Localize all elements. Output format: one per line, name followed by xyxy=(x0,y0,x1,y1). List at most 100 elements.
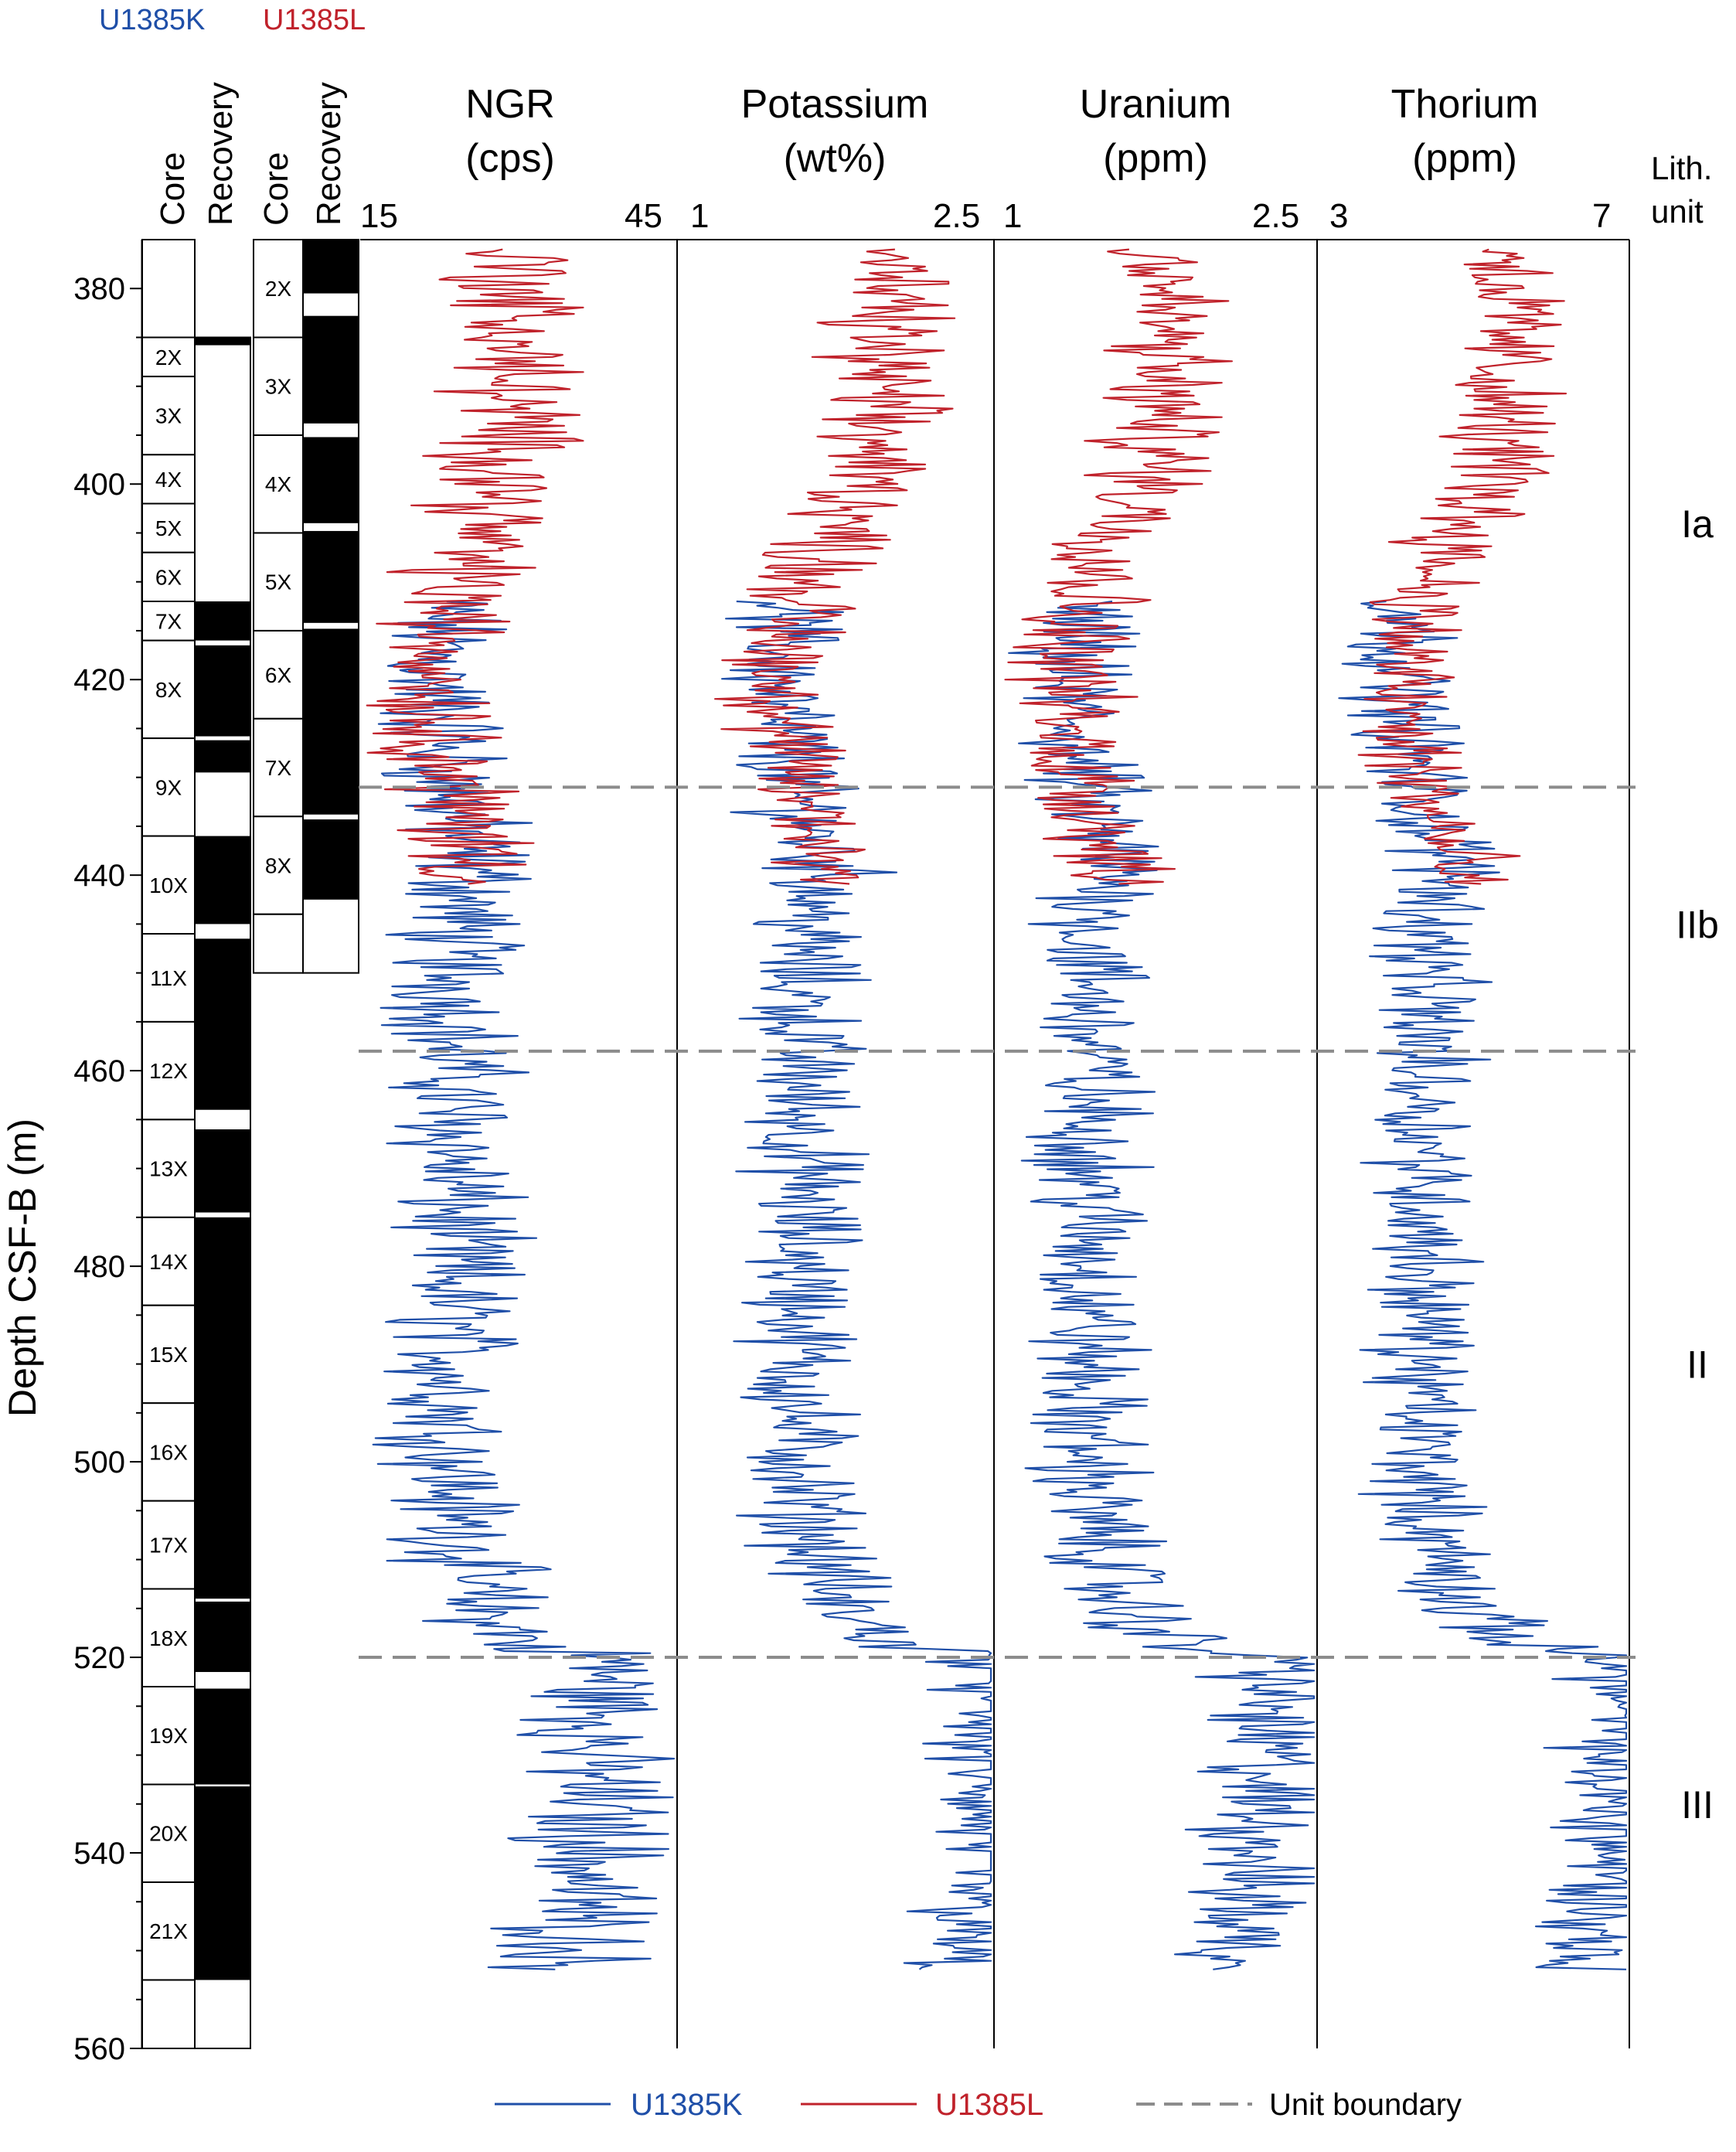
panel-unit-k: (wt%) xyxy=(784,136,887,181)
k-max-label: 2.5 xyxy=(933,197,980,235)
k-core-box xyxy=(141,1020,196,1121)
legend-label-boundary: Unit boundary xyxy=(1269,2088,1462,2122)
panel-unit-ngr: (cps) xyxy=(465,136,555,181)
l-recovery-interval xyxy=(303,819,359,900)
k-core-label: 19X xyxy=(149,1724,188,1748)
k-core-box xyxy=(141,933,196,1023)
series-u1385l-ngr xyxy=(366,248,584,885)
u-max-label: 2.5 xyxy=(1252,197,1299,235)
panel-unit-u: (ppm) xyxy=(1103,136,1208,181)
l-recovery-interval xyxy=(303,437,359,523)
depth-tick-label: 420 xyxy=(73,663,125,697)
k-core-box xyxy=(141,1304,196,1405)
l-core-box xyxy=(253,629,304,720)
k-core-label: 15X xyxy=(149,1343,188,1367)
k-core-box xyxy=(141,239,196,339)
k-core-label: 7X xyxy=(155,609,182,633)
unit-boundaries xyxy=(359,785,1636,1660)
l-core-label: 2X xyxy=(265,277,292,301)
l-core-label: 5X xyxy=(265,570,292,594)
lith-unit-label: III xyxy=(1681,1783,1714,1827)
panel-title-k: Potassium xyxy=(741,82,929,127)
depth-tick-label: 540 xyxy=(73,1837,125,1871)
data-series xyxy=(366,248,1628,1970)
l-recovery-interval xyxy=(303,315,359,424)
k-core-label: 8X xyxy=(155,678,182,702)
k-core-box xyxy=(141,1979,196,2050)
k-core-label: 10X xyxy=(149,873,188,897)
series-u1385k-th xyxy=(1338,600,1628,1970)
k-core-label: 14X xyxy=(149,1250,188,1274)
panel-title-ngr: NGR xyxy=(465,82,555,127)
depth-tick-label: 480 xyxy=(73,1250,125,1284)
th-min-label: 3 xyxy=(1329,197,1348,235)
u-min-label: 1 xyxy=(1003,197,1022,235)
k-core-label: 5X xyxy=(155,516,182,540)
l-recovery-interval xyxy=(303,530,359,623)
k-recovery-header: Recovery xyxy=(202,82,240,226)
l-core-label: 4X xyxy=(265,472,292,496)
depth-tick-label: 460 xyxy=(73,1054,125,1088)
ngr-min-label: 15 xyxy=(360,197,398,235)
lith-header-line1: Lith. xyxy=(1651,150,1712,186)
k-core-label: 9X xyxy=(155,775,182,799)
k-recovery-interval xyxy=(195,938,250,1110)
k-core-label: 20X xyxy=(149,1822,188,1846)
y-axis-label: Depth CSF-B (m) xyxy=(1,1119,44,1417)
core-columns: 2X 3X 4X 5X 6X 7X 8X 9X 10X 11X 12X 13X 14X 15X 16X 17X… xyxy=(141,239,359,2050)
k-recovery-interval xyxy=(195,337,250,346)
k-recovery-interval xyxy=(195,1688,250,1785)
lith-unit-label: IIb xyxy=(1676,903,1719,946)
k-core-label: 6X xyxy=(155,565,182,589)
panel-unit-th: (ppm) xyxy=(1412,136,1517,181)
l-recovery-interval xyxy=(303,240,359,294)
k-core-label: 13X xyxy=(149,1157,188,1181)
k-core-label: 21X xyxy=(149,1919,188,1943)
l-core-label: 8X xyxy=(265,854,292,878)
panel-title-th: Thorium xyxy=(1391,82,1539,127)
k-recovery-interval xyxy=(195,1786,250,1980)
l-core-label: 7X xyxy=(265,756,292,780)
depth-tick-label: 440 xyxy=(73,859,125,893)
k-core-box xyxy=(141,1686,196,1786)
k-core-box xyxy=(141,454,196,505)
k-core-label: 12X xyxy=(149,1059,188,1083)
k-recovery-interval xyxy=(195,1601,250,1673)
l-core-box xyxy=(253,913,304,974)
site-label-k: U1385K xyxy=(99,4,205,36)
k-core-label: 2X xyxy=(155,346,182,369)
l-core-box xyxy=(253,717,304,818)
series-u1385l-th xyxy=(1357,248,1568,885)
lith-unit-label: II xyxy=(1687,1343,1708,1387)
k-core-box xyxy=(141,502,196,553)
l-core-label: 3X xyxy=(265,375,292,399)
ngr-max-label: 45 xyxy=(625,197,662,235)
lith-unit-label: Ia xyxy=(1681,502,1714,546)
th-max-label: 7 xyxy=(1592,197,1611,235)
k-core-label: 4X xyxy=(155,468,182,492)
k-core-label: 17X xyxy=(149,1534,188,1558)
l-core-label: 6X xyxy=(265,663,292,687)
l-recovery-interval xyxy=(303,628,359,815)
k-core-header: Core xyxy=(154,152,192,226)
k-core-label: 3X xyxy=(155,404,182,428)
series-u1385l-k xyxy=(713,248,956,885)
k-min-label: 1 xyxy=(690,197,709,235)
k-recovery-interval xyxy=(195,836,250,924)
k-recovery-interval xyxy=(195,1217,250,1599)
series-u1385l-u xyxy=(1004,248,1234,885)
site-label-l: U1385L xyxy=(263,4,366,36)
k-recovery-interval xyxy=(195,1129,250,1213)
panel-title-u: Uranium xyxy=(1080,82,1232,127)
l-core-header: Core xyxy=(257,152,295,226)
k-recovery-interval xyxy=(195,645,250,737)
depth-axis: 380 400 420 440 460 480 500 520 540 560 xyxy=(73,240,144,2066)
series-u1385k-u xyxy=(1008,600,1316,1970)
panel-frames xyxy=(360,239,1630,2048)
legend-label-l: U1385L xyxy=(935,2088,1043,2122)
k-recovery-interval xyxy=(195,601,250,641)
series-u1385k-k xyxy=(720,600,992,1970)
depth-tick-label: 380 xyxy=(73,272,125,306)
